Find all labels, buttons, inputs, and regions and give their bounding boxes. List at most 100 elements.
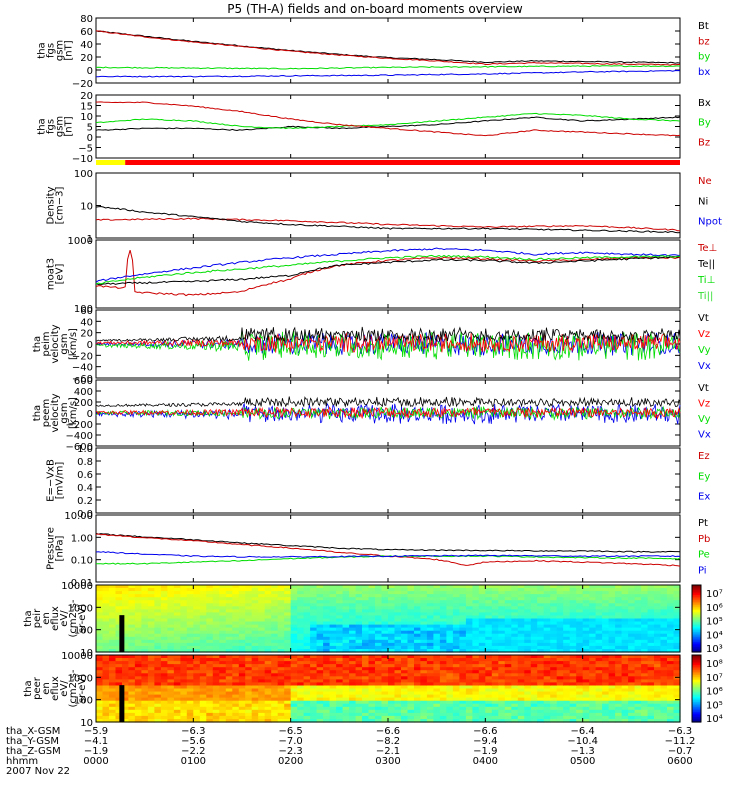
p10-cell xyxy=(173,679,181,683)
p10-cell xyxy=(576,694,584,699)
p10-cell xyxy=(277,703,285,708)
p10-cell xyxy=(465,676,473,680)
p9-cell xyxy=(628,600,636,604)
p10-cell xyxy=(517,667,525,671)
p10-cell xyxy=(407,685,415,690)
p9-cell xyxy=(310,591,318,595)
p10-cell xyxy=(115,688,123,693)
p9-cell xyxy=(459,591,467,595)
p10-cell xyxy=(109,703,117,708)
p1-legend-0: Bt xyxy=(698,21,709,32)
p9-cell xyxy=(128,609,136,613)
p9-cell xyxy=(271,642,279,647)
p9-cell xyxy=(323,624,331,629)
p10-cell xyxy=(303,715,311,720)
p8-series-Pi xyxy=(95,551,681,558)
p10-cell xyxy=(284,682,292,686)
p10-cell xyxy=(452,685,460,690)
p9-cell xyxy=(414,642,422,647)
p10-cell xyxy=(349,700,357,705)
p10-cell xyxy=(550,694,558,699)
p9-cell xyxy=(128,618,136,623)
p10-cell xyxy=(323,667,331,671)
p10-cell xyxy=(342,709,350,714)
p10-cell xyxy=(673,685,681,690)
p9-cell xyxy=(452,636,460,641)
p10-cell xyxy=(147,685,155,690)
p10-cell xyxy=(199,719,207,723)
p9-cell xyxy=(647,606,655,610)
p10-cell xyxy=(608,694,616,699)
p10-cell xyxy=(543,706,551,711)
p9-cell xyxy=(258,612,266,616)
p10-colorbar-cell xyxy=(692,720,701,723)
p10-cell xyxy=(478,700,486,705)
p10-cell xyxy=(212,655,220,659)
p9-cell xyxy=(160,649,168,653)
p10-colorbar-label: 10⁴ xyxy=(706,714,723,725)
p10-cell xyxy=(193,673,201,677)
p9-cell xyxy=(232,618,240,623)
p10-cell xyxy=(491,719,499,723)
p9-cell xyxy=(245,645,253,650)
p10-cell xyxy=(96,703,104,708)
p10-cell xyxy=(446,685,454,690)
p10-cell xyxy=(563,682,571,686)
p9-cell xyxy=(329,612,337,616)
p10-cell xyxy=(524,712,532,717)
p9-cell xyxy=(647,615,655,620)
p10-cell xyxy=(290,655,298,659)
p9-cell xyxy=(128,597,136,601)
p9-cell xyxy=(329,645,337,650)
p10-cell xyxy=(602,706,610,711)
p10-cell xyxy=(511,676,519,680)
p9-cell xyxy=(134,618,142,623)
p9-cell xyxy=(615,636,623,641)
p9-cell xyxy=(615,600,623,604)
p9-cell xyxy=(186,627,194,632)
p9-cell xyxy=(303,633,311,638)
p9-cell xyxy=(485,627,493,632)
p10-cell xyxy=(115,685,123,690)
p9-cell xyxy=(589,639,597,644)
p10-cell xyxy=(180,673,188,677)
p10-cell xyxy=(407,664,415,668)
p10-cell xyxy=(232,664,240,668)
p10-cell xyxy=(303,655,311,659)
p9-cell xyxy=(303,649,311,653)
p10-cell xyxy=(349,712,357,717)
p10-cell xyxy=(537,673,545,677)
p10-gap xyxy=(119,685,125,722)
p10-cell xyxy=(524,673,532,677)
p10-cell xyxy=(543,664,551,668)
p9-cell xyxy=(537,645,545,650)
p9-cell xyxy=(219,633,227,638)
p9-cell xyxy=(219,630,227,635)
p10-colorbar-cell xyxy=(692,656,701,659)
p9-cell xyxy=(452,612,460,616)
p10-cell xyxy=(206,719,214,723)
p10-cell xyxy=(634,679,642,683)
p10-cell xyxy=(504,688,512,693)
p9-cell xyxy=(634,585,642,589)
p9-cell xyxy=(167,639,175,644)
p10-cell xyxy=(621,658,629,662)
p10-cell xyxy=(673,715,681,720)
p9-cell xyxy=(251,627,259,632)
p9-cell xyxy=(498,588,506,592)
p10-cell xyxy=(238,682,246,686)
p9-cell xyxy=(550,609,558,613)
p9-cell xyxy=(504,642,512,647)
p9-cell xyxy=(199,606,207,610)
p10-cell xyxy=(219,676,227,680)
p10-cell xyxy=(258,676,266,680)
p9-cell xyxy=(439,609,447,613)
p10-cell xyxy=(401,697,409,702)
p10-cell xyxy=(109,715,117,720)
p10-cell xyxy=(543,667,551,671)
p9-cell xyxy=(238,615,246,620)
p9-cell xyxy=(128,588,136,592)
p10-cell xyxy=(641,691,649,696)
p10-cell xyxy=(368,697,376,702)
p10-cell xyxy=(504,661,512,665)
